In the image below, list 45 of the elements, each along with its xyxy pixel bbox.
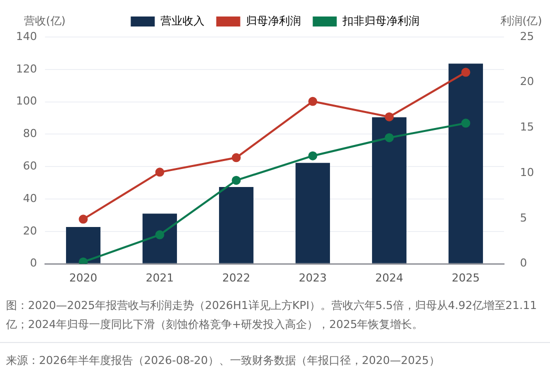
point — [155, 168, 164, 177]
y-tick-label: 20 — [22, 224, 37, 238]
y2-tick-label: 20 — [520, 75, 534, 88]
x-tick-label: 2024 — [375, 271, 404, 284]
point — [232, 176, 241, 185]
y-tick-label: 120 — [16, 62, 37, 76]
legend-label: 扣非归母净利润 — [341, 14, 420, 28]
bar — [219, 187, 254, 264]
x-tick-label: 2025 — [452, 271, 480, 284]
y-tick-label: 80 — [22, 127, 37, 140]
legend-label: 归母净利润 — [246, 14, 301, 28]
point — [78, 257, 88, 264]
x-tick-label: 2023 — [298, 271, 327, 284]
point — [308, 96, 318, 106]
y-tick-label: 60 — [22, 159, 37, 172]
source-note: 来源：2026年半年度报告（2026-08-20）、一致财务数据（年报口径，2020—2025） — [0, 342, 550, 370]
point — [155, 230, 164, 240]
bar — [372, 117, 406, 264]
text: 图：2020—2025年报营收与利润走势（2026H1详见上方KPI）。营收六年5.5倍，归母从4.92亿增至21.11亿；2024年归母一度同比下滑（刻蚀价格竞争+研发投入高企），2025年恢复增长。 — [5, 298, 538, 333]
y2-tick-label: 0 — [520, 256, 528, 270]
y-axis-title: 营收(亿) — [24, 14, 66, 28]
y2-tick-label: 10 — [520, 166, 534, 179]
bar — [296, 162, 330, 264]
y2-tick-label: 15 — [520, 120, 534, 134]
y2-tick-label: 5 — [520, 211, 528, 224]
point — [232, 153, 241, 162]
y2-axis-title: 利润(亿) — [500, 14, 542, 28]
point — [461, 68, 470, 77]
y2-tick-label: 25 — [520, 30, 534, 43]
y-tick-label: 0 — [30, 256, 37, 270]
point — [461, 118, 470, 128]
x-tick-label: 2020 — [69, 271, 98, 284]
x-tick-label: 2021 — [146, 271, 174, 284]
bar — [66, 227, 100, 264]
y-tick-label: 40 — [22, 192, 37, 205]
y-tick-label: 100 — [16, 94, 37, 108]
point — [308, 151, 318, 160]
legend-label: 营业收入 — [160, 14, 204, 28]
bar — [142, 214, 177, 264]
point — [384, 133, 394, 142]
point — [78, 214, 88, 224]
bar — [448, 64, 483, 264]
point — [384, 112, 394, 122]
x-tick-label: 2022 — [222, 271, 250, 284]
y-tick-label: 140 — [16, 30, 37, 43]
